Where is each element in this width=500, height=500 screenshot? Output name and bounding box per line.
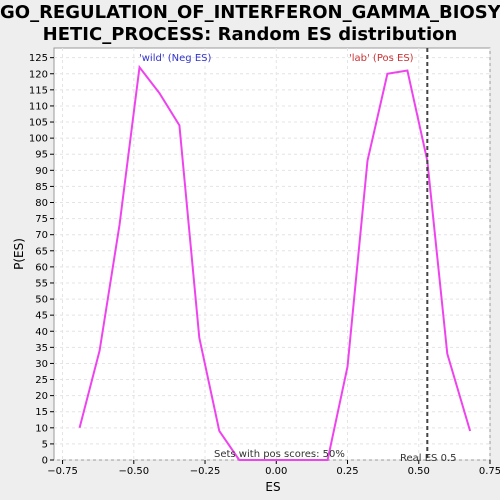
x-axis-ticks: −0.75 −0.50 −0.25 0.00 0.25 0.50 0.75 xyxy=(47,460,500,477)
y-tick-label: 40 xyxy=(35,327,48,338)
chart-title: GO_REGULATION_OF_INTERFERON_GAMMA_BIOSYN… xyxy=(0,2,500,46)
y-tick-label: 90 xyxy=(35,166,48,177)
x-tick-label: −0.50 xyxy=(118,466,149,477)
y-tick-label: 100 xyxy=(29,134,48,145)
y-tick-label: 25 xyxy=(35,375,48,386)
wild-group-label: 'wild' (Neg ES) xyxy=(139,53,211,64)
y-tick-label: 110 xyxy=(29,101,48,112)
x-tick-label: 0.25 xyxy=(336,466,358,477)
y-tick-label: 115 xyxy=(29,85,48,96)
y-tick-label: 60 xyxy=(35,262,48,273)
chart-title-line-2: HETIC_PROCESS: Random ES distribution xyxy=(42,24,458,45)
y-tick-label: 35 xyxy=(35,343,48,354)
y-tick-label: 50 xyxy=(35,295,48,306)
y-tick-label: 30 xyxy=(35,359,48,370)
y-tick-label: 120 xyxy=(29,69,48,80)
x-axis-label: ES xyxy=(265,480,280,494)
y-tick-label: 70 xyxy=(35,230,48,241)
lab-group-label: 'lab' (Pos ES) xyxy=(349,53,414,64)
grid-lines xyxy=(54,48,491,461)
x-tick-label: 0.00 xyxy=(265,466,287,477)
y-tick-label: 10 xyxy=(35,423,48,434)
series-line xyxy=(78,64,472,461)
chart-title-line-1: GO_REGULATION_OF_INTERFERON_GAMMA_BIOSYN… xyxy=(0,2,500,23)
y-tick-label: 75 xyxy=(35,214,48,225)
x-tick-label: 0.50 xyxy=(408,466,430,477)
y-tick-label: 95 xyxy=(35,150,48,161)
y-tick-label: 5 xyxy=(42,439,48,450)
y-tick-label: 15 xyxy=(35,407,48,418)
x-tick-label: −0.25 xyxy=(190,466,221,477)
x-tick-label: −0.75 xyxy=(47,466,78,477)
y-tick-label: 55 xyxy=(35,278,48,289)
y-tick-label: 80 xyxy=(35,198,48,209)
plot-area xyxy=(53,47,491,461)
y-tick-label: 125 xyxy=(29,53,48,64)
y-tick-label: 65 xyxy=(35,246,48,257)
y-tick-label: 20 xyxy=(35,391,48,402)
x-tick-label: 0.75 xyxy=(479,466,500,477)
pos-scores-note: Sets with pos scores: 50% xyxy=(214,449,345,460)
y-axis-label: P(ES) xyxy=(12,238,26,270)
y-tick-label: 105 xyxy=(29,118,48,129)
y-tick-label: 45 xyxy=(35,311,48,322)
y-axis-ticks: 0 5 10 15 20 25 30 35 40 45 50 55 60 65 70 75 80 85 90 95 10… xyxy=(29,53,54,467)
y-tick-label: 85 xyxy=(35,182,48,193)
real-es-label: Real ES 0.5 xyxy=(400,453,456,464)
y-tick-label: 0 xyxy=(42,456,48,467)
